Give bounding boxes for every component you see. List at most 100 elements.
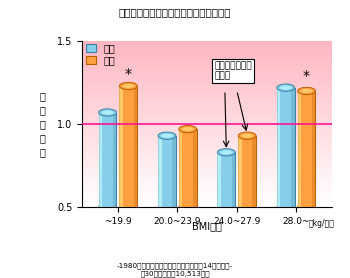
Ellipse shape [161,134,173,138]
Bar [82,180,332,182]
Bar [82,91,332,93]
Bar [82,81,332,83]
Bar [82,145,332,147]
Bar [82,199,332,200]
Bar [82,46,332,48]
Bar [82,162,332,163]
Bar [82,118,332,120]
Bar [82,153,332,155]
Bar [82,100,332,101]
Bar [82,167,332,168]
Bar [82,63,332,65]
Ellipse shape [220,150,232,154]
Bar [82,96,332,98]
Bar [252,136,256,207]
Bar [82,178,332,180]
Bar [82,58,332,60]
Bar [99,113,117,207]
Text: （kg/㎡）: （kg/㎡） [309,219,335,228]
Bar [82,51,332,53]
Text: 図　累積年齢調整総死亡率の相対危険度: 図 累積年齢調整総死亡率の相対危険度 [119,7,231,17]
Bar [82,115,332,116]
Bar [82,200,332,202]
Ellipse shape [158,203,176,211]
Bar [82,70,332,71]
Ellipse shape [158,132,176,139]
Bar [82,183,332,185]
Bar [82,147,332,148]
Bar [82,53,332,55]
Bar [82,68,332,70]
Bar [82,148,332,150]
Text: （30歳以上男女10,513名）: （30歳以上男女10,513名） [140,270,210,277]
Bar [82,130,332,132]
Ellipse shape [298,203,315,211]
Bar [82,95,332,96]
Text: *: * [125,67,132,81]
Legend: 男性, 女性: 男性, 女性 [82,39,119,69]
Bar [82,202,332,204]
Bar [82,170,332,172]
Bar [82,106,332,108]
Bar [82,61,332,63]
Bar [82,55,332,56]
Bar [82,190,332,192]
Bar [82,113,332,115]
Bar [82,175,332,177]
Ellipse shape [280,86,292,90]
Bar [82,158,332,160]
Bar [277,88,295,207]
Bar [82,71,332,73]
Bar [82,188,332,190]
Bar [99,113,102,207]
Bar [82,98,332,100]
Ellipse shape [217,203,235,211]
Bar [82,132,332,133]
Text: もっとも死亡率
が低い: もっとも死亡率 が低い [214,61,252,81]
Ellipse shape [119,203,137,211]
Bar [82,195,332,197]
Bar [82,75,332,76]
Bar [82,157,332,158]
Bar [82,185,332,187]
Ellipse shape [301,89,312,93]
Bar [82,160,332,162]
Bar [291,88,295,207]
Bar [82,140,332,142]
Ellipse shape [238,203,256,211]
Bar [82,205,332,207]
Bar [82,116,332,118]
Bar [82,197,332,199]
Bar [298,91,301,207]
Bar [82,135,332,137]
Bar [179,129,197,207]
Bar [82,133,332,135]
Bar [82,138,332,140]
Bar [82,101,332,103]
Bar [277,88,280,207]
Bar [158,136,162,207]
Bar [82,111,332,113]
Ellipse shape [99,203,117,211]
Bar [217,152,235,207]
Bar [82,73,332,75]
Ellipse shape [241,134,253,138]
Bar [119,86,137,207]
Bar [179,129,182,207]
Bar [82,66,332,68]
Bar [172,136,176,207]
Bar [82,80,332,81]
Bar [82,44,332,46]
Ellipse shape [277,203,295,211]
Bar [82,85,332,86]
Bar [82,155,332,157]
Bar [82,105,332,106]
Bar [193,129,197,207]
Bar [82,128,332,130]
Bar [82,165,332,167]
Bar [82,56,332,58]
Ellipse shape [182,127,194,131]
Bar [119,86,123,207]
Bar [134,86,137,207]
Ellipse shape [179,203,197,211]
